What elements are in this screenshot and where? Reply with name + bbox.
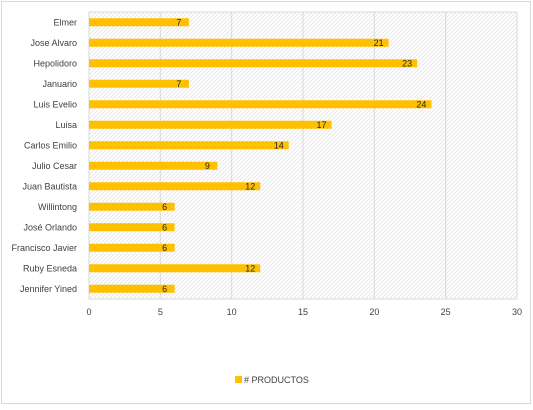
- bar: [89, 79, 189, 88]
- data-label: 24: [416, 99, 426, 109]
- data-label: 6: [162, 243, 167, 253]
- bar: [89, 120, 332, 129]
- data-label: 12: [245, 181, 255, 191]
- data-label: 6: [162, 202, 167, 212]
- category-label: Julio Cesar: [32, 161, 77, 171]
- bar: [89, 38, 389, 47]
- category-label: Januario: [42, 79, 77, 89]
- bar: [89, 59, 418, 68]
- category-labels: Elmer Jose Alvaro Hepolidoro Januario Luis E…: [11, 17, 77, 294]
- bar: [89, 141, 289, 150]
- data-label: 14: [274, 140, 284, 150]
- category-label: Luisa: [55, 120, 77, 130]
- x-tick-label: 15: [298, 307, 308, 317]
- category-label: Willintong: [38, 202, 77, 212]
- category-label: Jose Alvaro: [30, 38, 77, 48]
- legend-swatch: [235, 376, 242, 383]
- x-tick-label: 10: [227, 307, 237, 317]
- category-label: Ruby Esneda: [23, 263, 77, 273]
- bar: [89, 284, 175, 293]
- data-label: 7: [176, 17, 181, 27]
- bar: [89, 18, 189, 27]
- x-tick-label: 0: [86, 307, 91, 317]
- x-axis-tick-labels: 0 5 10 15 20 25 30: [86, 307, 522, 317]
- data-label: 12: [245, 263, 255, 273]
- data-label: 7: [176, 79, 181, 89]
- bar: [89, 223, 175, 232]
- x-tick-label: 30: [512, 307, 522, 317]
- bars: 7 21 23 7 24 17 14 9 12 6 6 6 12 6: [89, 17, 432, 294]
- data-label: 23: [402, 58, 412, 68]
- category-label: José Orlando: [23, 222, 77, 232]
- bar: [89, 202, 175, 211]
- category-label: Carlos Emilio: [24, 140, 77, 150]
- bar: [89, 182, 261, 191]
- data-label: 9: [205, 161, 210, 171]
- bar: [89, 243, 175, 252]
- x-tick-label: 20: [369, 307, 379, 317]
- bar: [89, 161, 218, 170]
- chart-frame: 7 21 23 7 24 17 14 9 12 6 6 6 12 6 Elmer Jose Alvaro He…: [1, 1, 531, 404]
- legend: # PRODUCTOS: [235, 375, 309, 385]
- data-label: 6: [162, 222, 167, 232]
- data-label: 6: [162, 284, 167, 294]
- category-label: Hepolidoro: [33, 58, 77, 68]
- bar-chart: 7 21 23 7 24 17 14 9 12 6 6 6 12 6 Elmer Jose Alvaro He…: [11, 11, 522, 385]
- bar: [89, 100, 432, 109]
- bar: [89, 264, 261, 273]
- x-tick-label: 5: [158, 307, 163, 317]
- category-label: Francisco Javier: [11, 243, 77, 253]
- data-label: 17: [317, 120, 327, 130]
- category-label: Elmer: [53, 17, 77, 27]
- data-label: 21: [374, 38, 384, 48]
- category-label: Juan Bautista: [22, 181, 77, 191]
- legend-label: # PRODUCTOS: [244, 375, 309, 385]
- category-label: Luis Evelio: [33, 99, 77, 109]
- x-tick-label: 25: [441, 307, 451, 317]
- category-label: Jennifer Yined: [20, 284, 77, 294]
